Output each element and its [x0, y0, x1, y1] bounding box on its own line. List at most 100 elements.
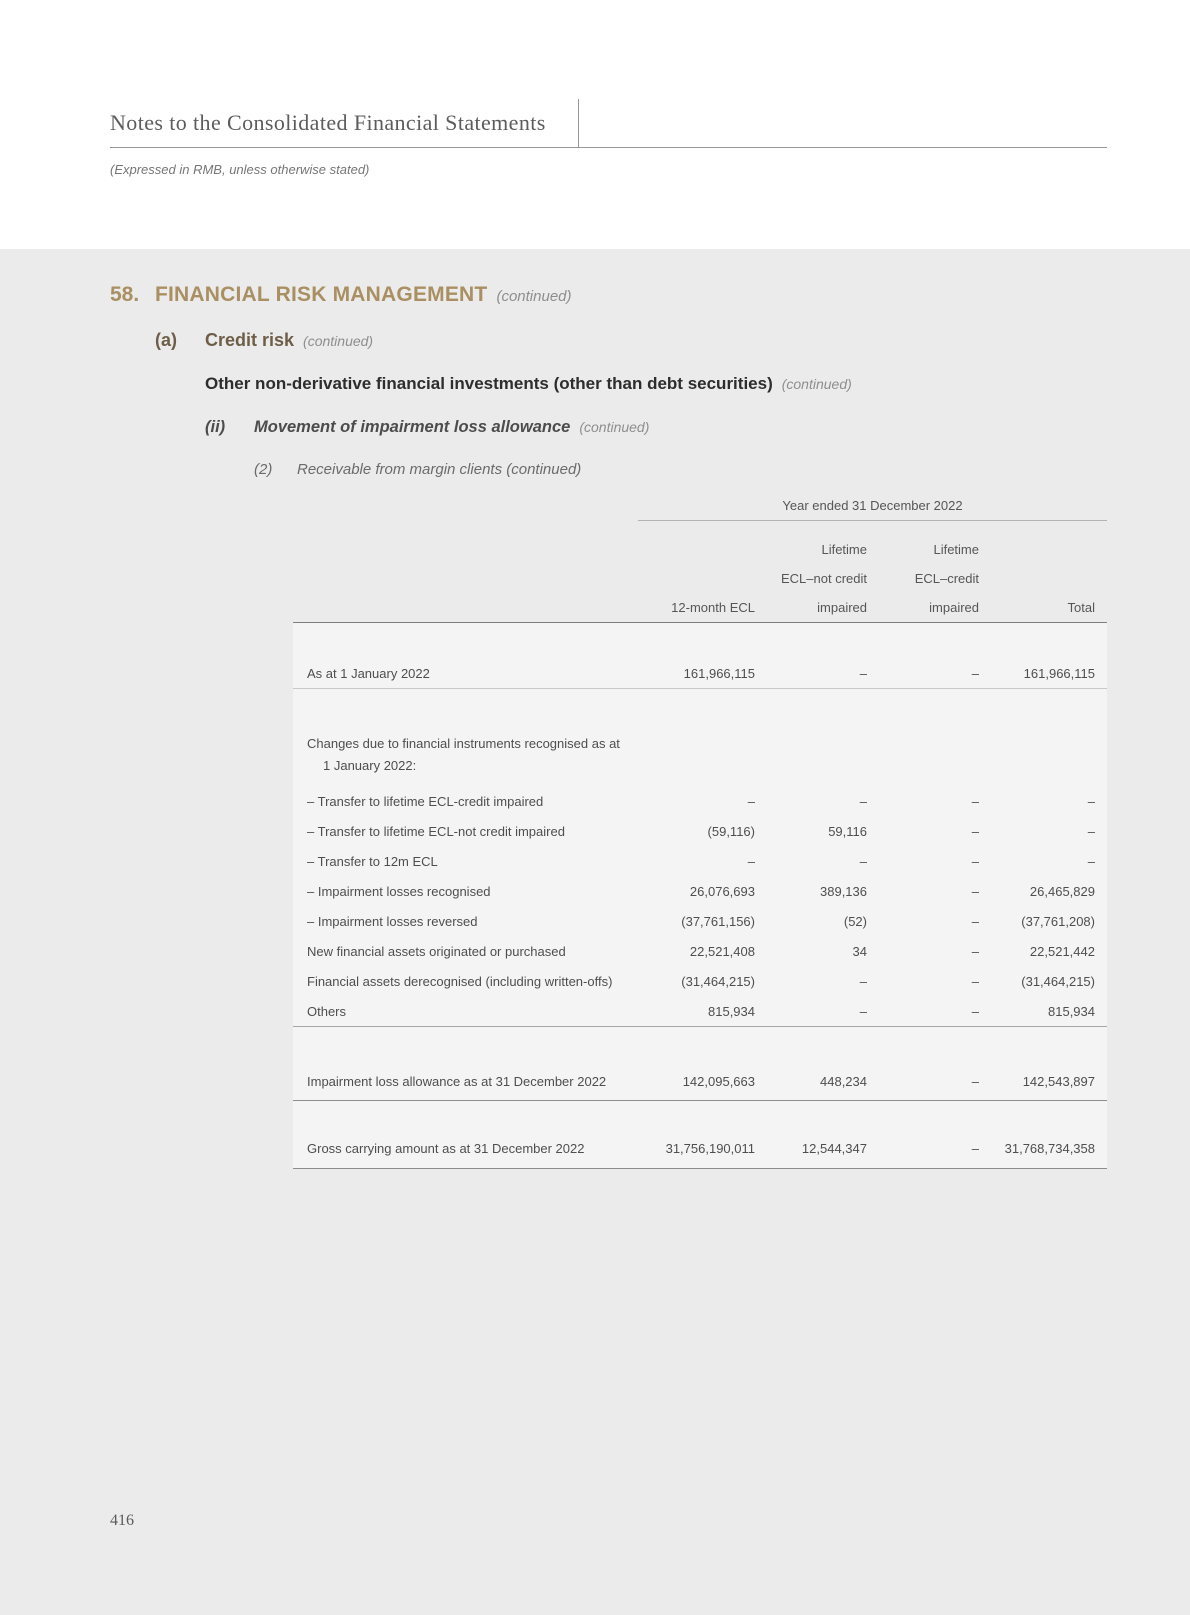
cell-value: (59,116) [707, 824, 755, 839]
header-vertical-rule [578, 99, 579, 147]
spacer-row [293, 623, 1107, 659]
spacer-row [293, 1101, 1107, 1129]
page-header-band: Notes to the Consolidated Financial Stat… [0, 0, 1190, 249]
row-label: 1 January 2022: [323, 757, 417, 773]
column-header-empty [293, 521, 638, 623]
document-title: Notes to the Consolidated Financial Stat… [110, 110, 546, 135]
cell-value: – [1087, 854, 1095, 869]
column-header-lifetime-not-credit-impaired: Lifetime ECL–not credit impaired [755, 521, 867, 623]
table-row: Others 815,934 – – 815,934 [293, 996, 1107, 1027]
table-row: As at 1 January 2022 161,966,115 – – 161… [293, 658, 1107, 689]
cell-value: – [971, 854, 979, 869]
subheading-other-investments: Other non-derivative financial investmen… [205, 374, 852, 394]
cell-value: 26,076,693 [689, 884, 755, 899]
subsection-a-heading: (a) Credit risk (continued) [155, 330, 373, 351]
cell-value: – [755, 996, 867, 1027]
cell-value: – [971, 974, 979, 989]
row-label: Financial assets derecognised (including… [307, 974, 613, 989]
table-row: – Transfer to lifetime ECL-not credit im… [293, 817, 1107, 847]
cell-value: 22,521,408 [689, 944, 755, 959]
cell-value: 31,768,734,358 [979, 1128, 1107, 1169]
cell-value: – [971, 884, 979, 899]
header-horizontal-rule [110, 147, 1107, 148]
document-subtitle: (Expressed in RMB, unless otherwise stat… [110, 162, 370, 177]
row-label: Impairment loss allowance as at 31 Decem… [293, 1062, 638, 1101]
spacer-row [293, 689, 1107, 729]
spacer-row [293, 1027, 1107, 1063]
cell-value: – [971, 794, 979, 809]
cell-value: – [867, 996, 979, 1027]
section-title: FINANCIAL RISK MANAGEMENT [155, 283, 488, 306]
cell-value: – [971, 944, 979, 959]
column-header-total: Total [979, 521, 1107, 623]
cell-value: 34 [852, 944, 867, 959]
table-row: Gross carrying amount as at 31 December … [293, 1128, 1107, 1169]
impairment-allowance-table: 12-month ECL Lifetime ECL–not credit imp… [293, 521, 1107, 1169]
cell-value: 59,116 [828, 824, 867, 839]
item-2-heading: (2) Receivable from margin clients (cont… [254, 461, 581, 478]
cell-value: 26,465,829 [1029, 884, 1095, 899]
subsection-ii-title: Movement of impairment loss allowance [254, 418, 571, 436]
item-2-title: Receivable from margin clients (continue… [297, 461, 582, 478]
section-heading: 58. FINANCIAL RISK MANAGEMENT (continued… [110, 283, 572, 307]
cell-value: – [747, 854, 755, 869]
cell-value: – [859, 974, 867, 989]
cell-value: – [755, 658, 867, 689]
cell-value: (37,761,208) [1021, 914, 1095, 929]
subheading-other-title: Other non-derivative financial investmen… [205, 374, 773, 393]
table-row: 1 January 2022: [293, 758, 1107, 787]
row-label: – Impairment losses reversed [307, 914, 478, 929]
row-label: – Transfer to lifetime ECL-not credit im… [307, 824, 565, 839]
table-row: – Impairment losses recognised 26,076,69… [293, 877, 1107, 907]
column-header-row: 12-month ECL Lifetime ECL–not credit imp… [293, 521, 1107, 623]
row-label: Changes due to financial instruments rec… [307, 735, 620, 751]
table-row: – Transfer to 12m ECL – – – – [293, 847, 1107, 877]
table-row: Impairment loss allowance as at 31 Decem… [293, 1062, 1107, 1101]
cell-value: 815,934 [638, 996, 755, 1027]
section-continued: (continued) [496, 288, 572, 305]
cell-value: 12,544,347 [755, 1128, 867, 1169]
row-label: Others [293, 996, 638, 1027]
table-row: – Impairment losses reversed (37,761,156… [293, 907, 1107, 937]
cell-value: (52) [843, 914, 867, 929]
cell-value: 31,756,190,011 [638, 1128, 755, 1169]
cell-value: (31,464,215) [681, 974, 755, 989]
section-number: 58. [110, 283, 140, 306]
table-row: Changes due to financial instruments rec… [293, 729, 1107, 758]
cell-value: – [859, 854, 867, 869]
table-row: – Transfer to lifetime ECL-credit impair… [293, 787, 1107, 817]
cell-value: – [859, 794, 867, 809]
cell-value: 22,521,442 [1029, 944, 1095, 959]
cell-value: 142,095,663 [638, 1062, 755, 1101]
cell-value: – [971, 914, 979, 929]
subsection-a-label: (a) [155, 330, 177, 350]
row-label: As at 1 January 2022 [293, 658, 638, 689]
cell-value: 161,966,115 [979, 658, 1107, 689]
subsection-ii-label: (ii) [205, 418, 226, 436]
page-number: 416 [110, 1512, 134, 1529]
cell-value: – [867, 1062, 979, 1101]
row-label: – Transfer to lifetime ECL-credit impair… [307, 794, 544, 809]
cell-value: – [971, 824, 979, 839]
item-2-label: (2) [254, 461, 273, 478]
cell-value: 815,934 [979, 996, 1107, 1027]
cell-value: 448,234 [755, 1062, 867, 1101]
row-label: New financial assets originated or purch… [307, 944, 566, 959]
cell-value: 161,966,115 [638, 658, 755, 689]
table-row: New financial assets originated or purch… [293, 937, 1107, 967]
row-label: Gross carrying amount as at 31 December … [293, 1128, 638, 1169]
row-label: – Impairment losses recognised [307, 884, 491, 899]
cell-value: – [1087, 824, 1095, 839]
cell-value: – [867, 1128, 979, 1169]
cell-value: 389,136 [820, 884, 867, 899]
column-header-lifetime-credit-impaired: Lifetime ECL–credit impaired [867, 521, 979, 623]
cell-value: (37,761,156) [681, 914, 755, 929]
table-row: Financial assets derecognised (including… [293, 967, 1107, 997]
cell-value: – [1087, 794, 1095, 809]
column-header-12-month-ecl: 12-month ECL [638, 521, 755, 623]
cell-value: – [867, 658, 979, 689]
table-period-header: Year ended 31 December 2022 [638, 498, 1107, 521]
impairment-table: Year ended 31 December 2022 12-month ECL… [293, 498, 1107, 1169]
cell-value: (31,464,215) [1021, 974, 1095, 989]
